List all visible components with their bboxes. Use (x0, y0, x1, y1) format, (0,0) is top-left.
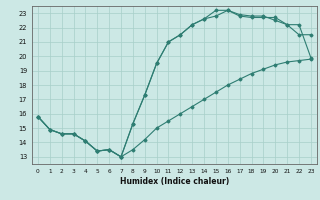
X-axis label: Humidex (Indice chaleur): Humidex (Indice chaleur) (120, 177, 229, 186)
